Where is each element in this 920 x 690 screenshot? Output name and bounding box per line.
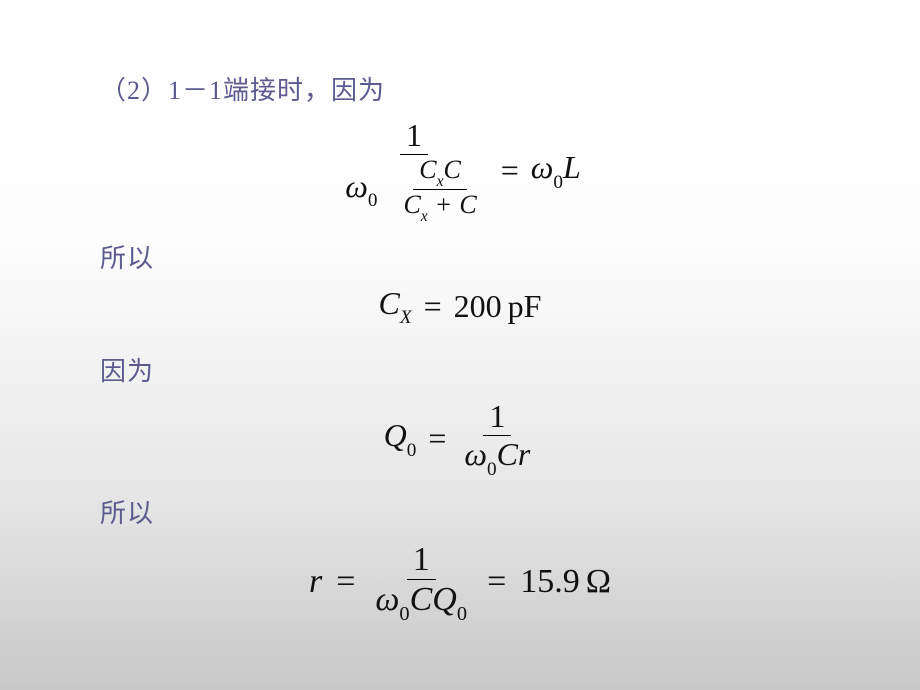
label-so-2: 所以	[100, 493, 820, 530]
equation-3: Q0 = 1 ω0Cr	[100, 398, 820, 478]
equation-2: CX = 200pF	[100, 285, 820, 327]
eq1-rhs: ω0L	[531, 149, 581, 191]
eq1-lhs-frac: 1 ω0 CxC Cx + C	[339, 117, 488, 224]
equation-1: 1 ω0 CxC Cx + C =	[100, 117, 820, 224]
eq1-equals: =	[495, 152, 525, 189]
equation-4: r = 1 ω0CQ0 = 15.9Ω	[100, 540, 820, 624]
label-because: 因为	[100, 351, 820, 388]
eq3-frac: 1 ω0Cr	[458, 398, 536, 478]
eq4-frac: 1 ω0CQ0	[369, 540, 473, 624]
label-so-1: 所以	[100, 238, 820, 275]
heading-line: （2）1－1端接时，因为	[100, 70, 820, 107]
eq1-inner-frac: CxC Cx + C	[397, 155, 482, 224]
slide: （2）1－1端接时，因为 1 ω0 CxC Cx + C	[0, 0, 920, 690]
